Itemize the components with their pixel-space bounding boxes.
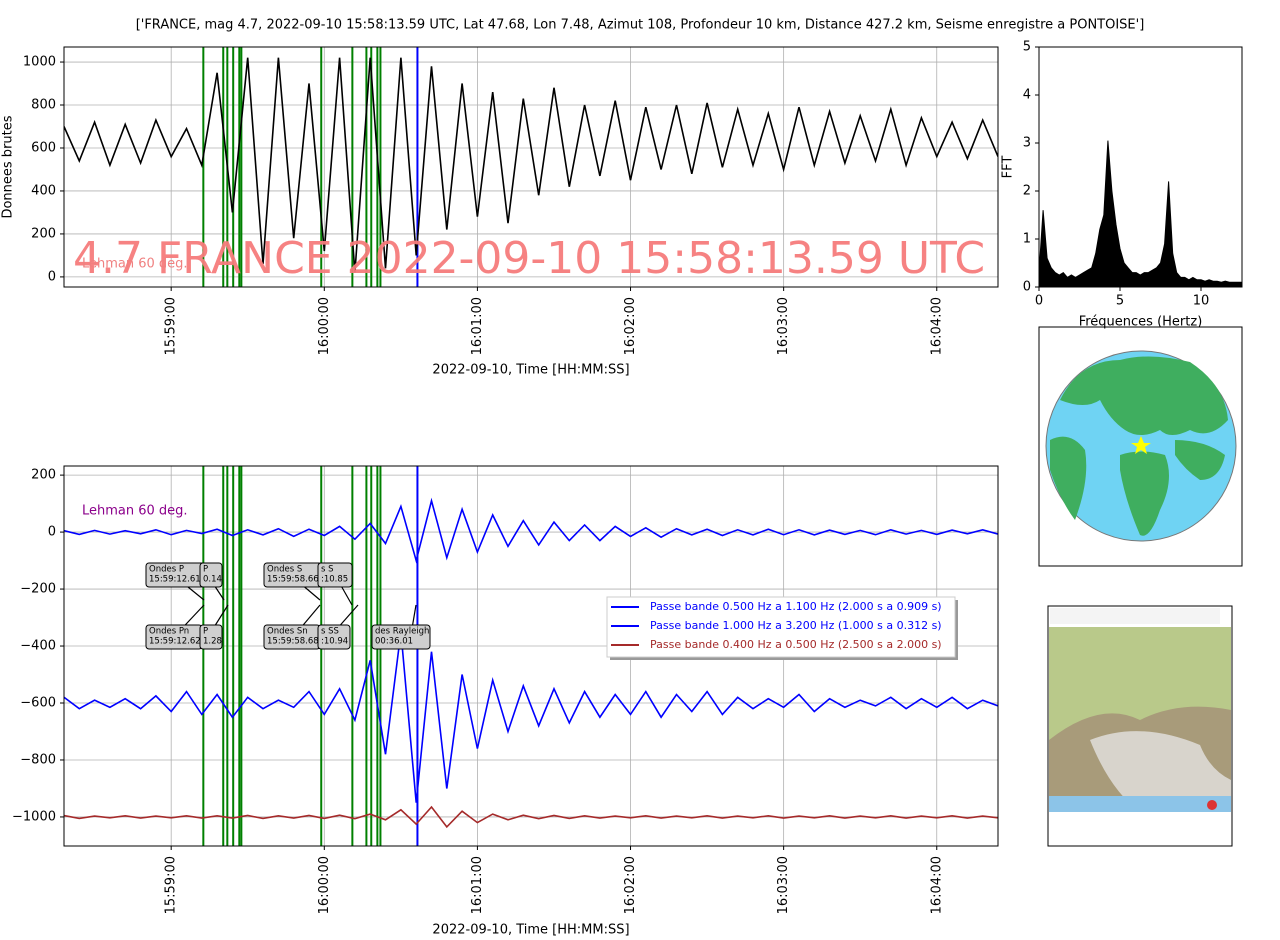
plot-area (64, 466, 998, 846)
annotation-text: 15:59:12.62 (149, 637, 201, 647)
annotation-text: P (203, 627, 208, 637)
annotation-text: des Rayleigh (375, 627, 429, 637)
y-tick-label: 5 (1023, 40, 1031, 55)
y-tick-label: 0 (1023, 280, 1031, 295)
y-tick-label: 0 (48, 525, 56, 540)
phase-model-label: Lehman 60 deg. (82, 257, 188, 272)
globe-map (1038, 326, 1243, 567)
x-tick-label: 16:03:00 (776, 297, 791, 355)
figure-title: ['FRANCE, mag 4.7, 2022-09-10 15:58:13.5… (136, 18, 1145, 33)
chart: 0 1 2 3 4 5 0 5 10 Fréquences (Hertz) FFT (1001, 40, 1243, 330)
x-tick-label: 16:04:00 (929, 297, 944, 355)
x-tick-label: 10 (1193, 294, 1210, 309)
y-tick-label: 400 (31, 183, 56, 198)
annotation-arrow (184, 604, 205, 626)
watermark: 4.7 FRANCE 2022-09-10 15:58:13.59 UTC (73, 233, 985, 284)
x-axis-label: 2022-09-10, Time [HH:MM:SS] (432, 923, 629, 938)
plot-frame (63, 465, 999, 847)
y-tick-label: 0 (48, 269, 56, 284)
y-tick-label: 200 (31, 226, 56, 241)
series-line (64, 497, 998, 564)
y-tick-label: 1000 (23, 55, 56, 70)
annotation-text: Ondes P (149, 565, 184, 575)
x-tick-label: 16:01:00 (470, 856, 485, 914)
plot-frame (1038, 46, 1243, 288)
y-tick-label: 200 (31, 468, 56, 483)
annotation-text: 0.14 (203, 575, 222, 585)
y-tick-label: −800 (20, 752, 56, 767)
x-tick-label: 16:00:00 (317, 297, 332, 355)
x-tick-label: 16:02:00 (623, 856, 638, 914)
annotation-text: 15:59:58.66 (267, 575, 319, 585)
y-tick-label: 3 (1023, 136, 1031, 151)
series-line (64, 805, 998, 829)
annotation-text: 1.28 (203, 637, 222, 647)
y-tick-label: 800 (31, 98, 56, 113)
annotation-box (199, 624, 223, 650)
annotation-arrow (187, 586, 205, 601)
x-tick-label: 0 (1035, 294, 1043, 309)
legend-box (606, 596, 956, 658)
annotation-text: 15:59:12.61 (149, 575, 201, 585)
legend-label: Passe bande 1.000 Hz a 3.200 Hz (1.000 s… (650, 619, 942, 632)
annotation-box (317, 624, 351, 650)
annotation-arrow (339, 604, 359, 626)
annotation-text: Ondes S (267, 565, 302, 575)
annotation-text: 15:59:58.68 (267, 637, 319, 647)
annotation-box (317, 562, 353, 588)
annotation-arrow (412, 604, 417, 626)
y-axis-label: FFT (1001, 156, 1016, 179)
annotation-text: :10.85 (321, 575, 348, 585)
x-tick-label: 16:04:00 (929, 856, 944, 914)
legend-label: Passe bande 0.500 Hz a 1.100 Hz (2.000 s… (650, 600, 942, 613)
x-axis-label: 2022-09-10, Time [HH:MM:SS] (432, 363, 629, 378)
x-tick-label: 16:00:00 (317, 856, 332, 914)
y-tick-label: 2 (1023, 184, 1031, 199)
chart: −1000 −800 −600 −400 −200 0 200 15:59:00 16:00:0… (12, 465, 999, 938)
x-axis-label: Fréquences (Hertz) (1079, 315, 1203, 330)
y-tick-label: −400 (20, 639, 56, 654)
annotation-text: P (203, 565, 208, 575)
x-tick-label: 16:01:00 (470, 297, 485, 355)
annotation-arrow (304, 586, 321, 601)
y-tick-label: 600 (31, 140, 56, 155)
y-tick-label: −600 (20, 696, 56, 711)
series-line (64, 631, 998, 803)
annotation-text: 00:36.01 (375, 637, 413, 647)
regional-map (1047, 605, 1233, 847)
annotation-text: Ondes Pn (149, 627, 189, 637)
chart: 0 200 400 600 800 1000 15:59:00 16:00:00 16:01:0… (1, 46, 999, 378)
annotation-text: Ondes Sn (267, 627, 308, 637)
spectrum-area (1039, 140, 1242, 287)
phase-model-label: Lehman 60 deg. (82, 504, 188, 519)
x-tick-label: 16:02:00 (623, 297, 638, 355)
y-axis-label: Donnees brutes (1, 115, 16, 218)
y-tick-label: 1 (1023, 232, 1031, 247)
annotation-arrow (341, 586, 353, 606)
plot-area (64, 47, 998, 287)
annotation-text: :10.94 (321, 637, 348, 647)
annotation-box (371, 624, 431, 650)
x-tick-label: 16:03:00 (776, 856, 791, 914)
annotation-text: s S (321, 565, 334, 575)
plot-frame (63, 46, 999, 288)
series-line (64, 57, 998, 273)
annotation-arrow (302, 604, 321, 626)
annotation-arrow (214, 586, 225, 601)
plot-area (1039, 140, 1242, 287)
annotation-text: s SS (321, 627, 339, 637)
annotation-arrow (214, 604, 229, 626)
x-tick-label: 5 (1116, 294, 1124, 309)
y-tick-label: −1000 (12, 809, 56, 824)
y-tick-label: 4 (1023, 88, 1031, 103)
x-tick-label: 15:59:00 (164, 297, 179, 355)
y-tick-label: −200 (20, 582, 56, 597)
annotation-box (199, 562, 223, 588)
x-tick-label: 15:59:00 (164, 856, 179, 914)
legend-label: Passe bande 0.400 Hz a 0.500 Hz (2.500 s… (650, 638, 942, 651)
